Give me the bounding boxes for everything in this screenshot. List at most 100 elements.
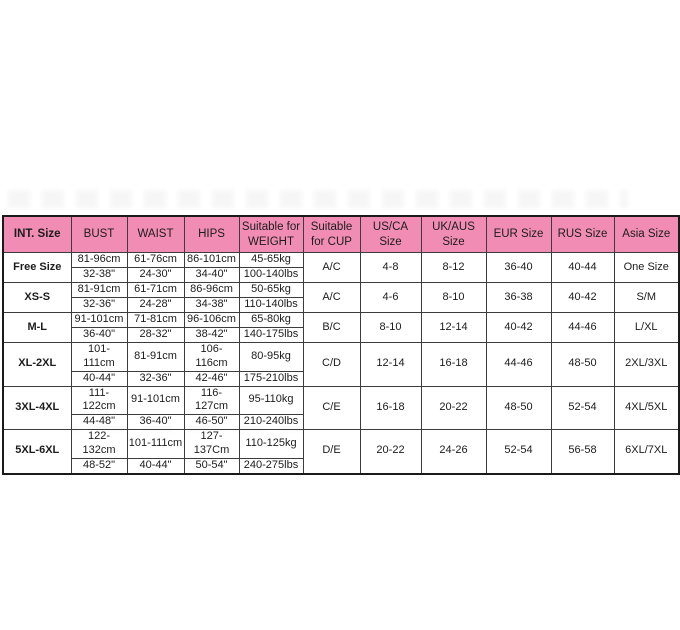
- waist-in-cell: 32-36": [126, 370, 185, 387]
- hips-cm-cell: 106-116cm: [183, 342, 240, 372]
- hips-cm-cell: 96-106cm: [183, 312, 240, 328]
- bust-cm-cell: 122-132cm: [70, 429, 128, 459]
- cup-cell: A/C: [302, 282, 361, 313]
- asia-cell: 2XL/3XL: [613, 342, 680, 387]
- table-row-inches: 48-52" 40-44" 50-54" 240-275lbs: [3, 457, 679, 474]
- column-header-bust: BUST: [70, 215, 128, 253]
- table-row: Free Size 81-96cm 61-76cm 86-101cm 45-65…: [2, 252, 680, 283]
- weight-lbs-cell: 140-175lbs: [238, 327, 304, 343]
- column-header-weight: Suitable for WEIGHT: [238, 215, 304, 253]
- hips-in-cell: 46-50": [183, 414, 240, 430]
- uk-aus-cell: 16-18: [420, 342, 487, 387]
- hips-cm-cell: 127-137Cm: [183, 429, 240, 459]
- eur-cell: 36-40: [485, 252, 552, 283]
- hips-in-cell: 34-38": [183, 297, 240, 313]
- column-header-rus: RUS Size: [550, 215, 615, 253]
- weight-lbs-cell: 100-140lbs: [238, 267, 304, 283]
- asia-cell: 4XL/5XL: [613, 385, 680, 430]
- hips-in-cell: 38-42": [183, 327, 240, 343]
- eur-cell: 48-50: [485, 385, 552, 430]
- cup-cell: A/C: [302, 252, 361, 283]
- waist-cm-cell: 71-81cm: [126, 312, 185, 328]
- asia-cell: L/XL: [613, 312, 680, 343]
- weight-kg-cell: 110-125kg: [238, 429, 304, 459]
- asia-cell: One Size: [613, 252, 680, 283]
- uk-aus-cell: 20-22: [420, 385, 487, 430]
- waist-cm-cell: 81-91cm: [126, 342, 185, 372]
- uk-aus-cell: 12-14: [420, 312, 487, 343]
- asia-cell: S/M: [613, 282, 680, 313]
- waist-cm-cell: 101-111cm: [126, 429, 185, 459]
- row-size-label: XS-S: [2, 282, 72, 313]
- waist-cm-cell: 91-101cm: [126, 385, 185, 415]
- table-row-inches: 36-40" 28-32" 38-42" 140-175lbs: [3, 327, 679, 343]
- bust-in-cell: 36-40": [70, 327, 128, 343]
- column-header-eur: EUR Size: [485, 215, 552, 253]
- column-header-int-size: INT. Size: [2, 215, 72, 253]
- uk-aus-cell: 8-10: [420, 282, 487, 313]
- row-size-label: 3XL-4XL: [2, 385, 72, 430]
- weight-kg-cell: 80-95kg: [238, 342, 304, 372]
- bust-cm-cell: 101-111cm: [70, 342, 128, 372]
- cup-cell: C/E: [302, 385, 361, 430]
- waist-in-cell: 40-44": [126, 457, 185, 474]
- waist-in-cell: 28-32": [126, 327, 185, 343]
- weight-kg-cell: 45-65kg: [238, 252, 304, 268]
- rus-cell: 56-58: [550, 429, 615, 474]
- table-row: 5XL-6XL 122-132cm 101-111cm 127-137Cm 11…: [2, 429, 680, 474]
- bust-in-cell: 48-52": [70, 457, 128, 474]
- bust-in-cell: 40-44": [70, 370, 128, 387]
- hips-in-cell: 42-46": [183, 370, 240, 387]
- table-row-inches: 40-44" 32-36" 42-46" 175-210lbs: [3, 370, 679, 387]
- column-header-waist: WAIST: [126, 215, 185, 253]
- weight-lbs-cell: 175-210lbs: [238, 370, 304, 387]
- hips-in-cell: 34-40": [183, 267, 240, 283]
- column-header-us-ca: US/CA Size: [359, 215, 422, 253]
- row-size-label: Free Size: [2, 252, 72, 283]
- hips-cm-cell: 116-127cm: [183, 385, 240, 415]
- cup-cell: B/C: [302, 312, 361, 343]
- weight-lbs-cell: 240-275lbs: [238, 457, 304, 474]
- bust-cm-cell: 91-101cm: [70, 312, 128, 328]
- rus-cell: 44-46: [550, 312, 615, 343]
- column-header-asia: Asia Size: [613, 215, 680, 253]
- us-ca-cell: 4-6: [359, 282, 422, 313]
- waist-in-cell: 24-30": [126, 267, 185, 283]
- waist-cm-cell: 61-76cm: [126, 252, 185, 268]
- rus-cell: 40-44: [550, 252, 615, 283]
- weight-lbs-cell: 210-240lbs: [238, 414, 304, 430]
- bust-cm-cell: 111-122cm: [70, 385, 128, 415]
- hips-cm-cell: 86-101cm: [183, 252, 240, 268]
- column-header-uk-aus: UK/AUS Size: [420, 215, 487, 253]
- bust-cm-cell: 81-91cm: [70, 282, 128, 298]
- cup-cell: C/D: [302, 342, 361, 387]
- eur-cell: 40-42: [485, 312, 552, 343]
- cup-cell: D/E: [302, 429, 361, 474]
- us-ca-cell: 4-8: [359, 252, 422, 283]
- column-header-cup: Suitable for CUP: [302, 215, 361, 253]
- waist-in-cell: 36-40": [126, 414, 185, 430]
- table-row-inches: 44-48" 36-40" 46-50" 210-240lbs: [3, 414, 679, 430]
- rus-cell: 48-50: [550, 342, 615, 387]
- us-ca-cell: 20-22: [359, 429, 422, 474]
- bust-in-cell: 32-38": [70, 267, 128, 283]
- weight-kg-cell: 65-80kg: [238, 312, 304, 328]
- waist-cm-cell: 61-71cm: [126, 282, 185, 298]
- weight-lbs-cell: 110-140lbs: [238, 297, 304, 313]
- ghost-watermark-top: [8, 190, 628, 208]
- size-chart-table: INT. Size BUST WAIST HIPS Suitable for W…: [2, 215, 680, 475]
- weight-kg-cell: 95-110kg: [238, 385, 304, 415]
- row-size-label: 5XL-6XL: [2, 429, 72, 474]
- bust-cm-cell: 81-96cm: [70, 252, 128, 268]
- bust-in-cell: 44-48": [70, 414, 128, 430]
- row-size-label: M-L: [2, 312, 72, 343]
- eur-cell: 44-46: [485, 342, 552, 387]
- hips-in-cell: 50-54": [183, 457, 240, 474]
- table-row: M-L 91-101cm 71-81cm 96-106cm 65-80kg B/…: [2, 312, 680, 343]
- eur-cell: 52-54: [485, 429, 552, 474]
- table-row: 3XL-4XL 111-122cm 91-101cm 116-127cm 95-…: [2, 385, 680, 430]
- eur-cell: 36-38: [485, 282, 552, 313]
- rus-cell: 52-54: [550, 385, 615, 430]
- table-row: XS-S 81-91cm 61-71cm 86-96cm 50-65kg A/C…: [2, 282, 680, 313]
